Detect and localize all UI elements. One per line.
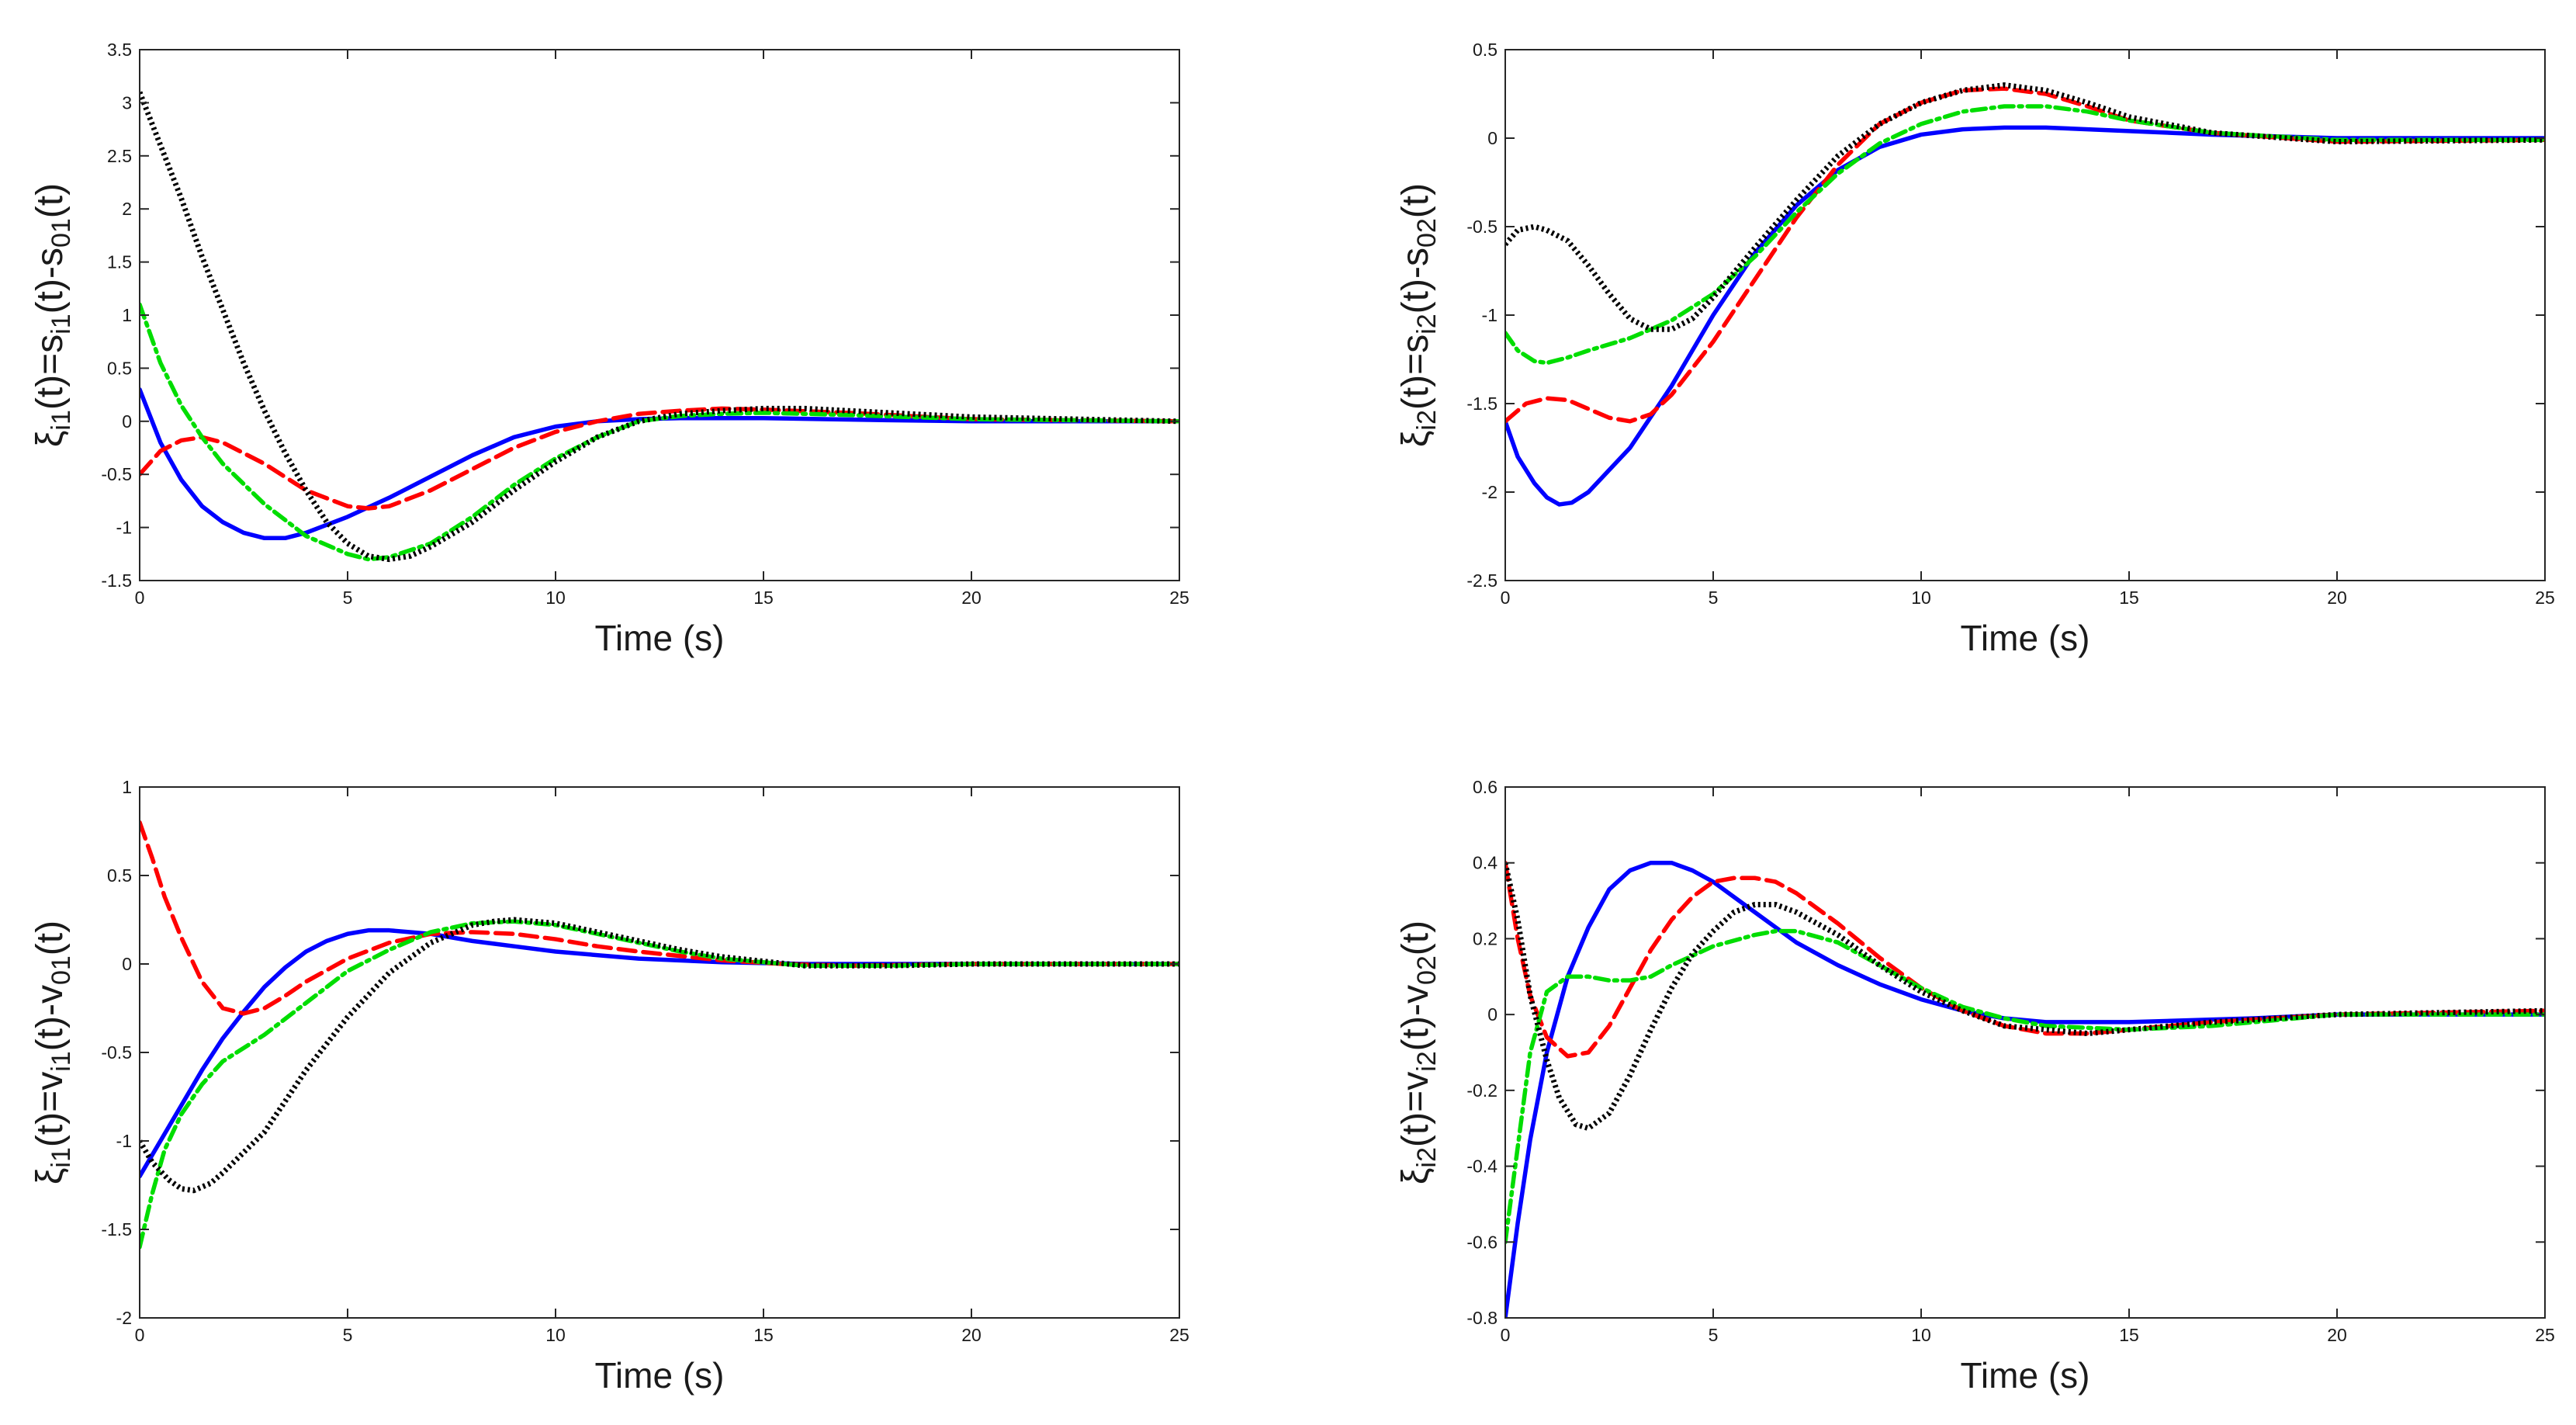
- y-tick-label: 0: [1487, 128, 1497, 148]
- series-line-green-dashdot: [140, 919, 1179, 1250]
- y-tick-label: 0: [1487, 1004, 1497, 1025]
- y-tick-label: 0.5: [1473, 40, 1497, 60]
- x-tick-label: 5: [343, 588, 353, 608]
- x-tick-label: 15: [2119, 588, 2139, 608]
- series-line-red-dashed: [1505, 86, 2545, 424]
- y-tick-label: 2.5: [107, 146, 132, 166]
- series-line-green-dashdot: [1505, 928, 2545, 1245]
- axes-frame: [1504, 786, 2546, 1319]
- x-axis-title: Time (s): [595, 618, 725, 658]
- y-tick-label: 3.5: [107, 40, 132, 60]
- y-axis-title: ξi1(t)=vi1(t)-v01(t): [29, 921, 76, 1184]
- series-line-green-dashdot: [1505, 104, 2545, 366]
- y-axis-title: ξi1(t)=si1(t)-s01(t): [29, 183, 76, 447]
- y-tick-label: -1.5: [101, 570, 132, 591]
- x-axis-title: Time (s): [1961, 1355, 2090, 1396]
- y-tick-label: -1: [1482, 305, 1497, 325]
- plot-area: [1505, 787, 2545, 1318]
- x-tick-label: 0: [135, 588, 145, 608]
- x-tick-label: 20: [961, 1325, 982, 1345]
- series-line-blue-solid: [1505, 860, 2545, 1318]
- series-line-red-dashed: [140, 406, 1179, 511]
- y-tick-label: -0.5: [1466, 217, 1497, 237]
- y-tick-label: 2: [122, 199, 132, 219]
- series-line-green-dashdot: [140, 302, 1179, 562]
- plot-area: [140, 787, 1179, 1318]
- y-tick-label: 0: [122, 954, 132, 974]
- series-line-black-dotted: [140, 91, 1179, 563]
- x-tick-label: 20: [961, 588, 982, 608]
- x-tick-label: 25: [2535, 588, 2555, 608]
- x-tick-label: 15: [753, 588, 774, 608]
- y-tick-label: 3: [122, 92, 132, 113]
- x-tick-label: 15: [753, 1325, 774, 1345]
- series-line-blue-solid: [140, 927, 1179, 1179]
- x-tick-label: 5: [1709, 1325, 1719, 1345]
- y-tick-label: -0.4: [1466, 1156, 1497, 1177]
- x-tick-label: 25: [1169, 588, 1189, 608]
- y-tick-label: 1: [122, 777, 132, 797]
- x-tick-label: 25: [2535, 1325, 2555, 1345]
- x-tick-label: 0: [1501, 588, 1511, 608]
- x-tick-label: 5: [343, 1325, 353, 1345]
- chart-panel-4: 0 5 10 15 20 25 -0.8 -0.6 -0.4 -0.2 0 0.2 0.4 0.6 Time…: [1395, 777, 2555, 1396]
- x-tick-label: 10: [545, 1325, 566, 1345]
- y-tick-label: -0.6: [1466, 1232, 1497, 1252]
- y-tick-label: 1.5: [107, 252, 132, 272]
- y-tick-label: 0.4: [1473, 853, 1497, 873]
- y-tick-label: -1.5: [101, 1219, 132, 1240]
- y-tick-label: 0.6: [1473, 777, 1497, 797]
- x-axis-title: Time (s): [1961, 618, 2090, 658]
- y-axis-title: ξi2(t)=si2(t)-s02(t): [1395, 183, 1442, 447]
- y-tick-label: -2.5: [1466, 570, 1497, 591]
- x-tick-label: 10: [1911, 588, 1931, 608]
- y-tick-label: -0.5: [101, 1042, 132, 1063]
- y-tick-label: -0.5: [101, 464, 132, 484]
- series-line-black-dotted: [140, 917, 1179, 1194]
- x-tick-label: 20: [2327, 1325, 2347, 1345]
- x-tick-label: 10: [545, 588, 566, 608]
- y-tick-label: -2: [116, 1308, 132, 1328]
- x-tick-label: 0: [135, 1325, 145, 1345]
- x-tick-label: 5: [1709, 588, 1719, 608]
- series-line-black-dotted: [1505, 862, 2545, 1132]
- chart-panel-3: 0 5 10 15 20 25 -2 -1.5 -1 -0.5 0 0.5 1 Time (s) ξi1(t…: [29, 777, 1189, 1396]
- plot-area: [140, 50, 1179, 581]
- chart-panel-2: 0 5 10 15 20 25 -2.5 -2 -1.5 -1 -0.5 0 0.5 Time (s) ξi…: [1395, 40, 2555, 658]
- chart-panel-1: 0 5 10 15 20 25 -1.5 -1 -0.5 0 0.5 1 1.5 2 2.5 3 3.5 Time…: [29, 40, 1189, 658]
- series-line-red-dashed: [1505, 860, 2545, 1059]
- x-axis-title: Time (s): [595, 1355, 725, 1396]
- x-tick-label: 25: [1169, 1325, 1189, 1345]
- y-tick-label: -1: [116, 1131, 132, 1151]
- y-tick-label: 0.2: [1473, 928, 1497, 948]
- y-tick-label: -0.8: [1466, 1308, 1497, 1328]
- y-tick-label: 0.5: [107, 358, 132, 378]
- y-tick-label: -2: [1482, 482, 1497, 502]
- x-tick-label: 20: [2327, 588, 2347, 608]
- y-tick-label: 0.5: [107, 865, 132, 886]
- y-tick-label: 0: [122, 411, 132, 432]
- y-tick-label: -1: [116, 518, 132, 538]
- series-line-black-dotted: [1505, 82, 2545, 332]
- y-tick-label: -1.5: [1466, 394, 1497, 414]
- y-tick-label: 1: [122, 305, 132, 325]
- y-tick-label: -0.2: [1466, 1080, 1497, 1101]
- x-tick-label: 0: [1501, 1325, 1511, 1345]
- x-tick-label: 10: [1911, 1325, 1931, 1345]
- series-line-blue-solid: [1505, 125, 2545, 507]
- y-axis-title: ξi2(t)=vi2(t)-v02(t): [1395, 921, 1442, 1184]
- x-tick-label: 15: [2119, 1325, 2139, 1345]
- series-line-blue-solid: [140, 387, 1179, 541]
